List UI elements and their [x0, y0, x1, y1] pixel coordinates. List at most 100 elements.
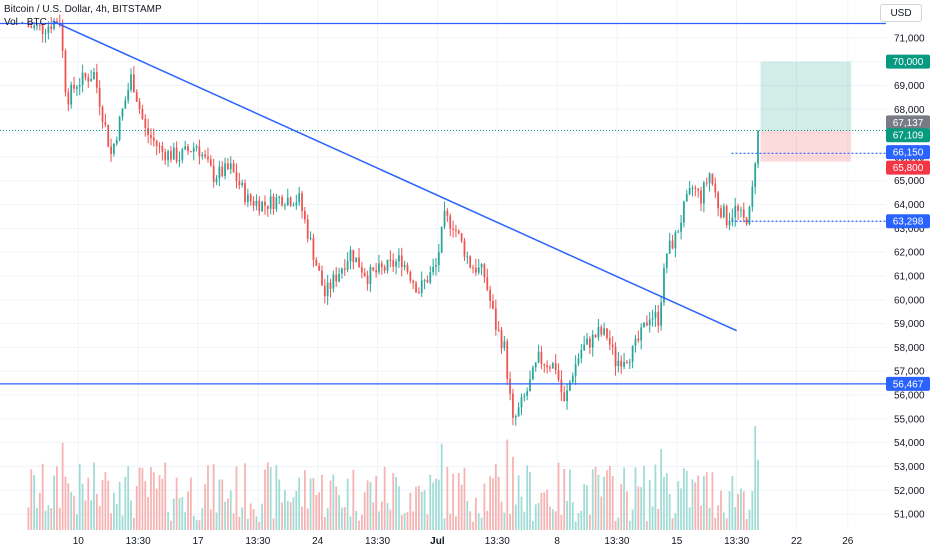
- candle-65: [212, 165, 215, 183]
- x-tick-label-6: Jul: [430, 536, 445, 547]
- position-stop-zone: [760, 130, 852, 162]
- candle-156: [472, 267, 474, 269]
- candle-82: [261, 201, 264, 212]
- candle-119: [366, 276, 369, 284]
- candle-153: [463, 240, 466, 257]
- candle-29: [110, 146, 112, 154]
- candle-22: [90, 79, 93, 82]
- volume-bar-205: [611, 475, 614, 530]
- volume-bar-9: [53, 475, 55, 530]
- volume-bar-31: [115, 504, 118, 530]
- volume-bar-167: [503, 512, 506, 530]
- candle-46: [158, 145, 161, 147]
- candle-115: [355, 257, 358, 263]
- volume-bar-241: [714, 517, 717, 530]
- volume-bar-153: [463, 467, 466, 530]
- candle-218: [648, 319, 651, 326]
- candle-53: [178, 160, 181, 162]
- volume-bar-181: [543, 492, 546, 530]
- volume-bar-146: [443, 518, 446, 530]
- volume-bar-122: [375, 475, 378, 530]
- candle-162: [489, 289, 492, 301]
- candle-145: [440, 226, 443, 253]
- y-tick-label-8: 59,000: [894, 319, 925, 330]
- candle-10: [56, 21, 58, 23]
- candle-252: [745, 217, 748, 225]
- volume-bar-43: [150, 467, 152, 530]
- volume-label[interactable]: Vol · BTC: [4, 17, 47, 28]
- candle-47: [161, 146, 164, 153]
- volume-bar-70: [227, 498, 229, 530]
- candle-190: [569, 381, 571, 391]
- candle-6: [44, 33, 47, 35]
- volume-bar-190: [569, 469, 571, 530]
- candle-165: [497, 329, 500, 331]
- volume-bar-85: [269, 467, 272, 530]
- volume-bar-143: [435, 478, 437, 530]
- volume-bar-15: [70, 492, 73, 530]
- candle-222: [660, 302, 663, 326]
- volume-bar-59: [195, 520, 198, 530]
- volume-bar-223: [663, 476, 665, 530]
- volume-bar-53: [178, 498, 181, 530]
- volume-bar-124: [380, 501, 383, 530]
- symbol-title[interactable]: Bitcoin / U.S. Dollar, 4h, BITSTAMP: [4, 4, 162, 15]
- volume-bar-239: [708, 507, 711, 530]
- candle-1: [30, 26, 33, 28]
- volume-bar-252: [745, 518, 748, 530]
- volume-bar-93: [292, 497, 295, 530]
- candle-2: [33, 25, 36, 28]
- candle-117: [360, 267, 363, 273]
- volume-bar-197: [588, 515, 591, 530]
- tag-stop: 65,800: [893, 163, 924, 174]
- volume-bar-42: [147, 497, 150, 530]
- candle-183: [549, 367, 551, 369]
- volume-bar-40: [141, 468, 144, 530]
- volume-bar-217: [645, 521, 648, 530]
- volume-bar-246: [728, 491, 731, 530]
- candle-32: [118, 116, 121, 140]
- candle-125: [383, 267, 386, 271]
- volume-bar-11: [58, 507, 61, 530]
- candle-87: [275, 197, 278, 209]
- volume-bar-240: [711, 472, 714, 530]
- volume-bar-127: [389, 509, 392, 530]
- candle-114: [352, 249, 355, 263]
- volume-bar-106: [329, 480, 332, 530]
- volume-bar-232: [688, 507, 691, 530]
- candle-100: [312, 237, 315, 260]
- candle-236: [700, 190, 702, 204]
- x-tick-label-3: 13:30: [245, 536, 270, 547]
- candle-203: [606, 328, 608, 339]
- candle-211: [628, 361, 631, 363]
- candle-224: [665, 253, 668, 268]
- candle-189: [566, 390, 568, 402]
- volume-bar-77: [246, 518, 249, 530]
- volume-bar-13: [64, 476, 67, 530]
- volume-bar-14: [67, 483, 70, 530]
- candle-19: [81, 72, 84, 86]
- candle-28: [107, 124, 110, 147]
- currency-button[interactable]: USD: [880, 4, 922, 22]
- candle-60: [198, 146, 201, 157]
- volume-bar-229: [680, 488, 682, 530]
- volume-bar-45: [155, 488, 158, 530]
- candle-109: [338, 273, 340, 282]
- candle-187: [560, 379, 563, 393]
- candle-205: [611, 344, 614, 348]
- volume-bar-191: [571, 502, 574, 530]
- volume-bar-89: [281, 502, 283, 530]
- volume-bar-201: [600, 496, 603, 530]
- candle-171: [514, 416, 517, 418]
- volume-bar-212: [631, 509, 634, 530]
- volume-bar-61: [201, 508, 204, 530]
- y-tick-label-11: 62,000: [894, 248, 925, 259]
- volume-bar-24: [95, 493, 98, 530]
- candle-209: [623, 362, 625, 367]
- volume-bar-107: [332, 474, 335, 530]
- candle-81: [258, 200, 261, 212]
- volume-bar-222: [660, 449, 663, 530]
- candle-85: [269, 196, 272, 209]
